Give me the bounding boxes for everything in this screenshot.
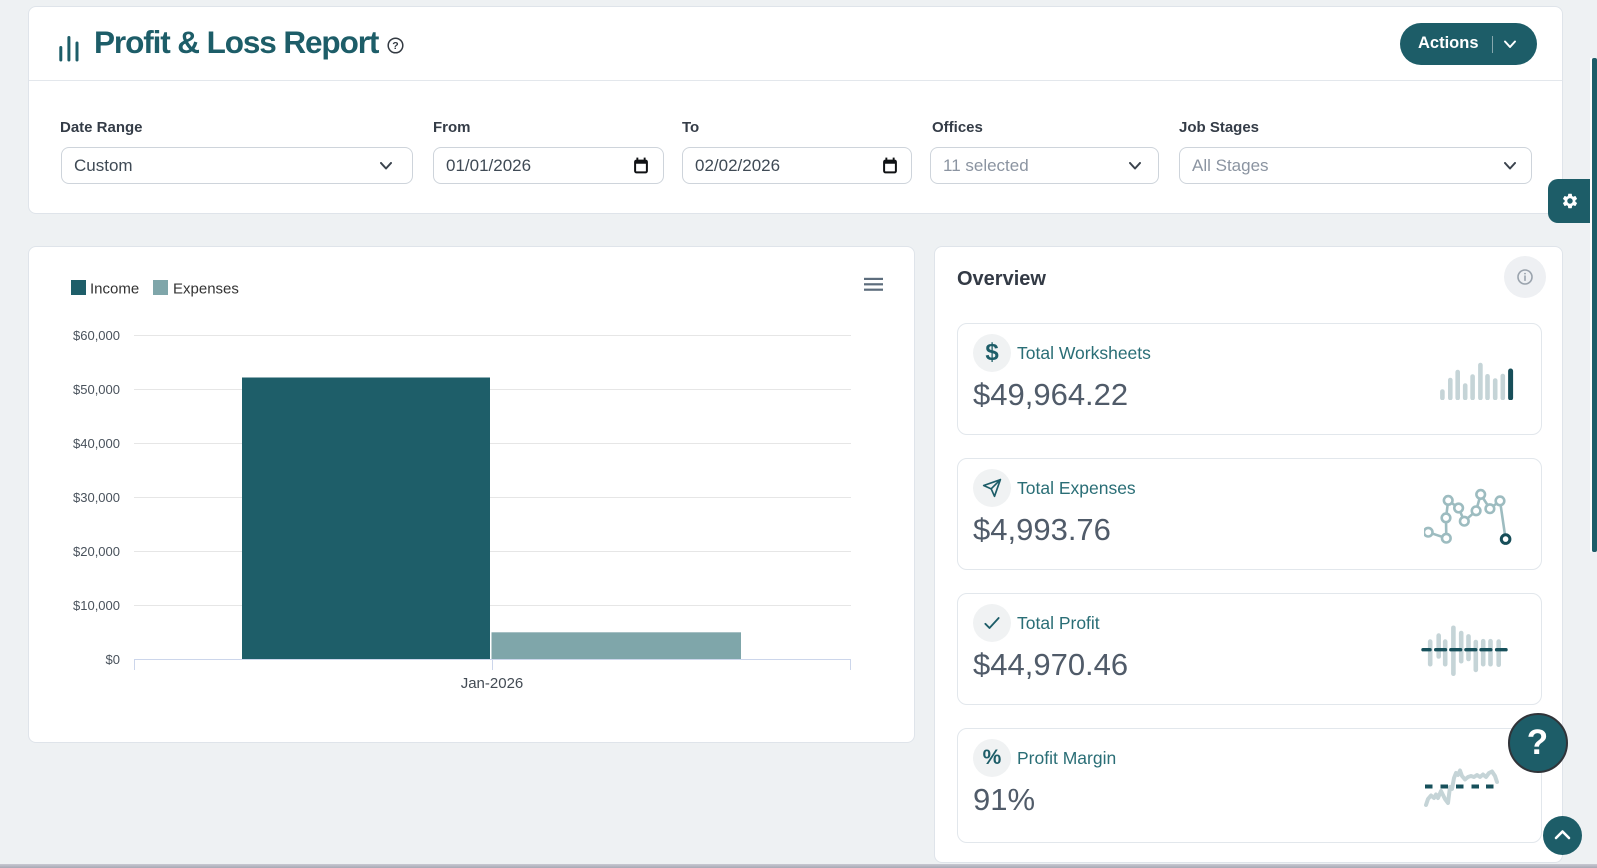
svg-text:$20,000: $20,000 [73, 544, 120, 559]
svg-text:$30,000: $30,000 [73, 490, 120, 505]
svg-text:$10,000: $10,000 [73, 598, 120, 613]
svg-text:$60,000: $60,000 [73, 328, 120, 343]
svg-text:$0: $0 [106, 652, 120, 667]
svg-text:$50,000: $50,000 [73, 382, 120, 397]
svg-text:Expenses: Expenses [173, 281, 239, 298]
svg-text:$40,000: $40,000 [73, 436, 120, 451]
svg-text:?: ? [392, 40, 398, 52]
svg-text:Jan-2026: Jan-2026 [461, 675, 524, 692]
svg-text:Income: Income [90, 281, 139, 298]
